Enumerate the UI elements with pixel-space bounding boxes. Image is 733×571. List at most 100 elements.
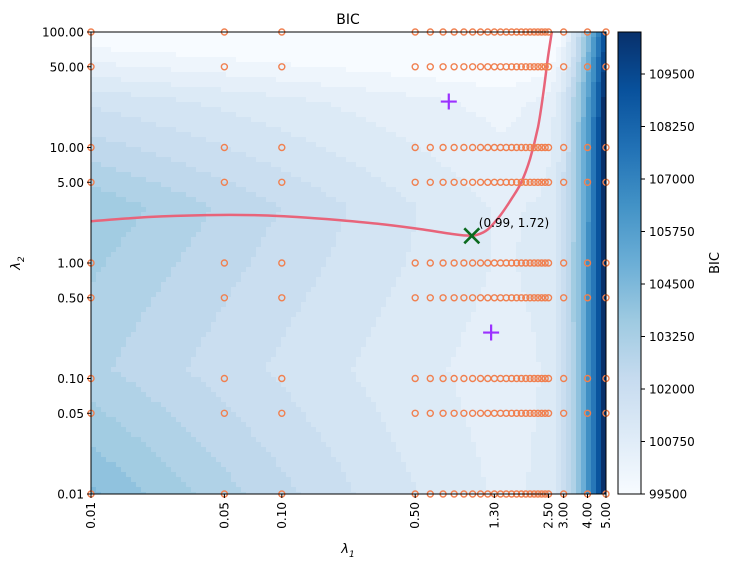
heatmap-cell: [151, 387, 157, 393]
heatmap-cell: [101, 37, 107, 43]
heatmap-cell: [351, 282, 357, 288]
heatmap-cell: [261, 197, 267, 203]
heatmap-cell: [251, 242, 257, 248]
heatmap-cell: [271, 82, 277, 88]
heatmap-cell: [201, 407, 207, 413]
heatmap-cell: [351, 287, 357, 293]
heatmap-cell: [116, 262, 122, 268]
heatmap-cell: [266, 237, 272, 243]
heatmap-cell: [111, 432, 117, 438]
heatmap-cell: [181, 397, 187, 403]
heatmap-cell: [111, 47, 117, 53]
heatmap-cell: [256, 102, 262, 108]
heatmap-cell: [96, 112, 102, 118]
heatmap-cell: [256, 482, 262, 488]
heatmap-cell: [211, 442, 217, 448]
heatmap-cell: [301, 67, 307, 73]
heatmap-cell: [281, 357, 287, 363]
heatmap-cell: [161, 392, 167, 398]
heatmap-cell: [286, 452, 292, 458]
heatmap-cell: [261, 402, 267, 408]
heatmap-cell: [181, 387, 187, 393]
heatmap-cell: [346, 232, 352, 238]
heatmap-cell: [126, 292, 132, 298]
heatmap-cell: [236, 312, 242, 318]
heatmap-cell: [236, 452, 242, 458]
heatmap-cell: [271, 97, 277, 103]
heatmap-cell: [171, 482, 177, 488]
heatmap-cell: [301, 337, 307, 343]
heatmap-cell: [331, 152, 337, 158]
heatmap-cell: [271, 62, 277, 68]
heatmap-cell: [286, 442, 292, 448]
heatmap-cell: [311, 57, 317, 63]
heatmap-cell: [211, 152, 217, 158]
heatmap-cell: [336, 267, 342, 273]
heatmap-cell: [256, 282, 262, 288]
heatmap-cell: [116, 312, 122, 318]
heatmap-cell: [201, 297, 207, 303]
heatmap-cell: [206, 352, 212, 358]
heatmap-cell: [251, 442, 257, 448]
heatmap-cell: [146, 82, 152, 88]
heatmap-cell: [326, 472, 332, 478]
heatmap-cell: [291, 447, 297, 453]
heatmap-cell: [246, 317, 252, 323]
heatmap-cell: [176, 477, 182, 483]
heatmap-cell: [156, 447, 162, 453]
heatmap-cell: [211, 157, 217, 163]
heatmap-cell: [266, 362, 272, 368]
heatmap-cell: [276, 72, 282, 78]
heatmap-cell: [351, 272, 357, 278]
heatmap-cell: [241, 282, 247, 288]
heatmap-cell: [186, 282, 192, 288]
heatmap-cell: [191, 477, 197, 483]
heatmap-cell: [136, 437, 142, 443]
heatmap-cell: [126, 262, 132, 268]
heatmap-cell: [276, 327, 282, 333]
heatmap-cell: [241, 187, 247, 193]
heatmap-cell: [121, 282, 127, 288]
heatmap-cell: [311, 162, 317, 168]
heatmap-cell: [116, 392, 122, 398]
heatmap-cell: [121, 122, 127, 128]
heatmap-cell: [296, 87, 302, 93]
heatmap-cell: [211, 417, 217, 423]
heatmap-cell: [201, 357, 207, 363]
heatmap-cell: [291, 262, 297, 268]
heatmap-cell: [351, 357, 357, 363]
heatmap-cell: [101, 142, 107, 148]
heatmap-cell: [226, 312, 232, 318]
heatmap-cell: [316, 142, 322, 148]
heatmap-cell: [211, 132, 217, 138]
heatmap-cell: [246, 197, 252, 203]
heatmap-cell: [311, 432, 317, 438]
heatmap-cell: [256, 87, 262, 93]
heatmap-cell: [91, 352, 97, 358]
heatmap-cell: [351, 112, 357, 118]
heatmap-cell: [151, 37, 157, 43]
heatmap-cell: [186, 172, 192, 178]
heatmap-cell: [341, 437, 347, 443]
heatmap-cell: [226, 427, 232, 433]
heatmap-cell: [151, 92, 157, 98]
heatmap-cell: [316, 352, 322, 358]
heatmap-cell: [116, 307, 122, 313]
heatmap-cell: [331, 282, 337, 288]
heatmap-cell: [121, 462, 127, 468]
heatmap-cell: [146, 462, 152, 468]
heatmap-cell: [266, 357, 272, 363]
heatmap-cell: [131, 407, 137, 413]
heatmap-cell: [131, 252, 137, 258]
heatmap-cell: [336, 302, 342, 308]
heatmap-cell: [296, 397, 302, 403]
heatmap-cell: [251, 482, 257, 488]
heatmap-cell: [136, 157, 142, 163]
heatmap-cell: [271, 427, 277, 433]
heatmap-cell: [206, 452, 212, 458]
heatmap-cell: [256, 182, 262, 188]
heatmap-cell: [196, 462, 202, 468]
heatmap-cell: [131, 272, 137, 278]
heatmap-cell: [261, 362, 267, 368]
heatmap-cell: [171, 407, 177, 413]
